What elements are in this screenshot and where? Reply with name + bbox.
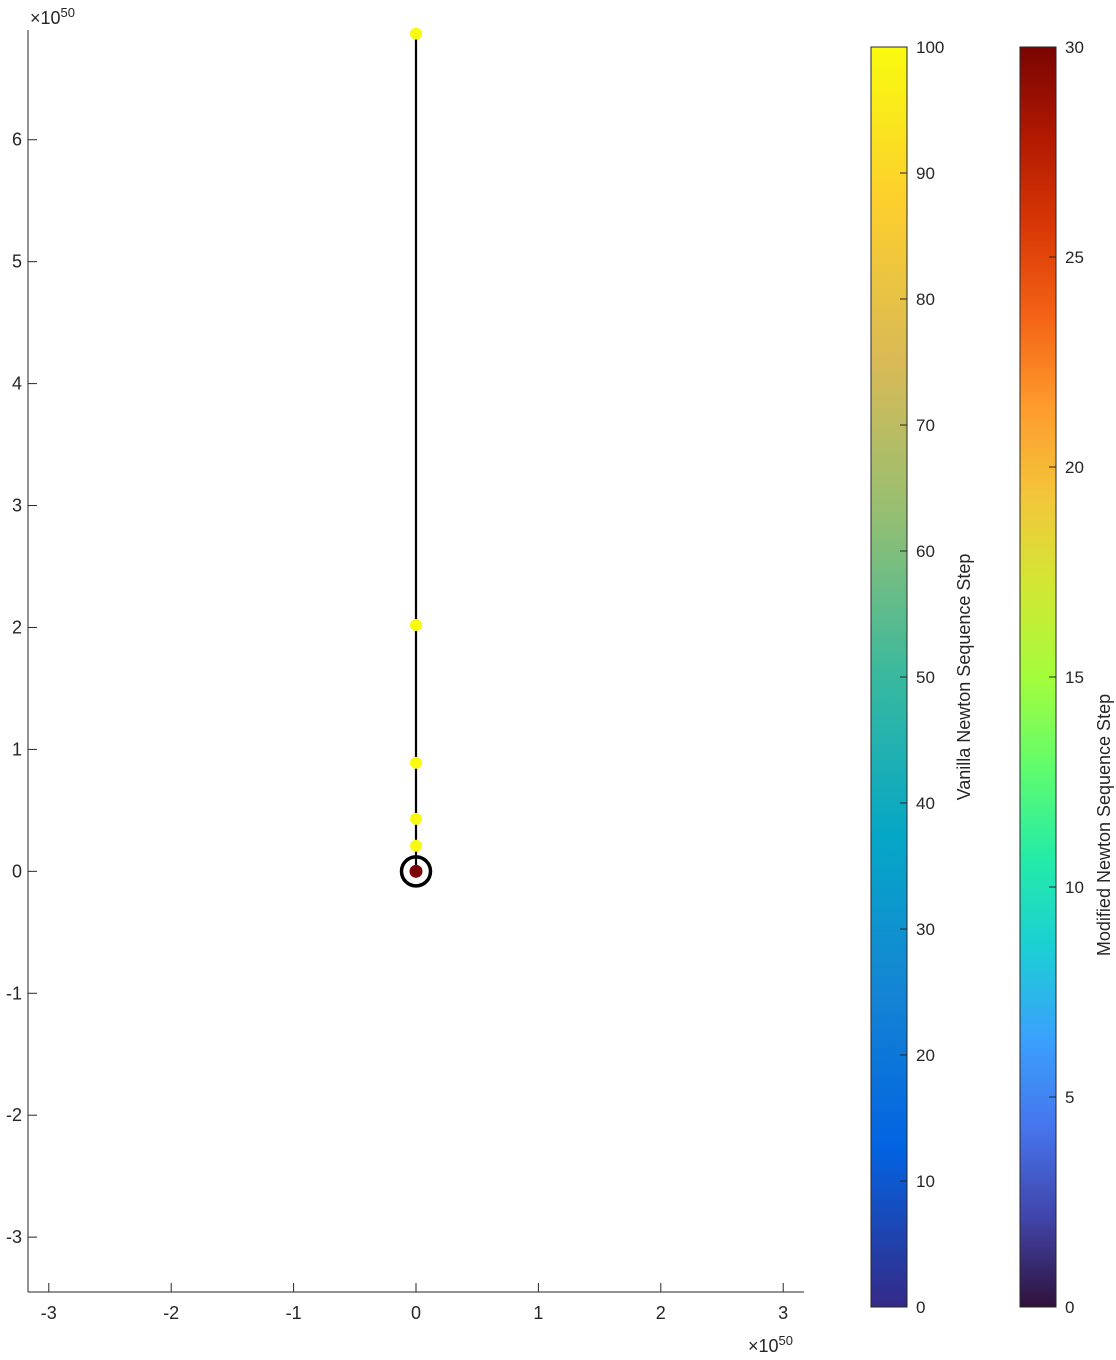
colorbar-tick-label: 40 xyxy=(916,794,935,813)
colorbar-tick-label: 90 xyxy=(916,164,935,183)
x-tick-label: 1 xyxy=(533,1303,543,1323)
colorbar-tick-label: 70 xyxy=(916,416,935,435)
colorbar-tick-label: 5 xyxy=(1065,1088,1074,1107)
vanilla-sequence-point xyxy=(410,839,422,852)
vanilla-sequence-point xyxy=(410,27,422,40)
colorbar-tick-label: 0 xyxy=(1065,1298,1074,1317)
colorbar-vanilla: 0 10 20 30 40 50 60 70 80 90 100 Vanilla Newton Seq… xyxy=(870,38,974,1317)
colorbar-tick-label: 10 xyxy=(1065,878,1084,897)
colorbar-tick-label: 30 xyxy=(916,920,935,939)
colorbar-tick-label: 60 xyxy=(916,542,935,561)
vanilla-sequence-point xyxy=(410,812,422,825)
colorbar-tick-label: 100 xyxy=(916,38,944,57)
x-exponent-label: ×1050 xyxy=(748,1333,793,1355)
colorbar-tick-label: 30 xyxy=(1065,38,1084,57)
root-marker-ring xyxy=(399,855,433,888)
y-tick-label: 2 xyxy=(12,617,22,637)
colorbar-tick-label: 20 xyxy=(916,1046,935,1065)
y-tick-label: 1 xyxy=(12,739,22,759)
colorbar-label: Vanilla Newton Sequence Step xyxy=(954,554,974,801)
y-tick-label: 4 xyxy=(12,374,22,394)
y-exponent-label: ×1050 xyxy=(30,5,75,28)
colorbar-tick-label: 15 xyxy=(1065,668,1084,687)
y-exponent-power: 50 xyxy=(61,5,75,20)
colorbar-tick-label: 50 xyxy=(916,668,935,687)
vanilla-sequence-point xyxy=(410,619,422,632)
x-tick-label: 3 xyxy=(778,1303,788,1323)
colorbar-tick-label: 20 xyxy=(1065,458,1084,477)
plot-axes: -3 -2 -1 0 1 2 3 -3 -2 -1 0 1 2 3 4 5 6 ×1050 ×1050 xyxy=(6,5,804,1356)
colorbar-label: Modified Newton Sequence Step xyxy=(1094,694,1114,956)
y-tick-label: -3 xyxy=(6,1227,22,1247)
x-tick-label: 2 xyxy=(656,1303,666,1323)
x-tick-label: -1 xyxy=(286,1303,302,1323)
vanilla-sequence-point xyxy=(410,756,422,769)
x-exponent-power: 50 xyxy=(779,1333,793,1348)
x-tick-label: -3 xyxy=(41,1303,57,1323)
modified-sequence-point xyxy=(409,864,423,878)
x-tick-label: -2 xyxy=(163,1303,179,1323)
colorbar-tick-label: 25 xyxy=(1065,248,1084,267)
colorbar-tick-label: 80 xyxy=(916,290,935,309)
x-tick-label: 0 xyxy=(411,1303,421,1323)
colorbar-modified: 0 5 10 15 20 25 30 Modified Newton Sequence Ste… xyxy=(1019,38,1114,1317)
y-tick-label: -1 xyxy=(6,983,22,1003)
y-tick-label: 5 xyxy=(12,252,22,272)
y-tick-label: 0 xyxy=(12,861,22,881)
colorbar-tick-label: 10 xyxy=(916,1172,935,1191)
plot-data xyxy=(399,27,433,888)
y-tick-label: -2 xyxy=(6,1105,22,1125)
y-tick-label: 3 xyxy=(12,496,22,516)
colorbar-tick-label: 0 xyxy=(916,1298,925,1317)
y-tick-label: 6 xyxy=(12,130,22,150)
